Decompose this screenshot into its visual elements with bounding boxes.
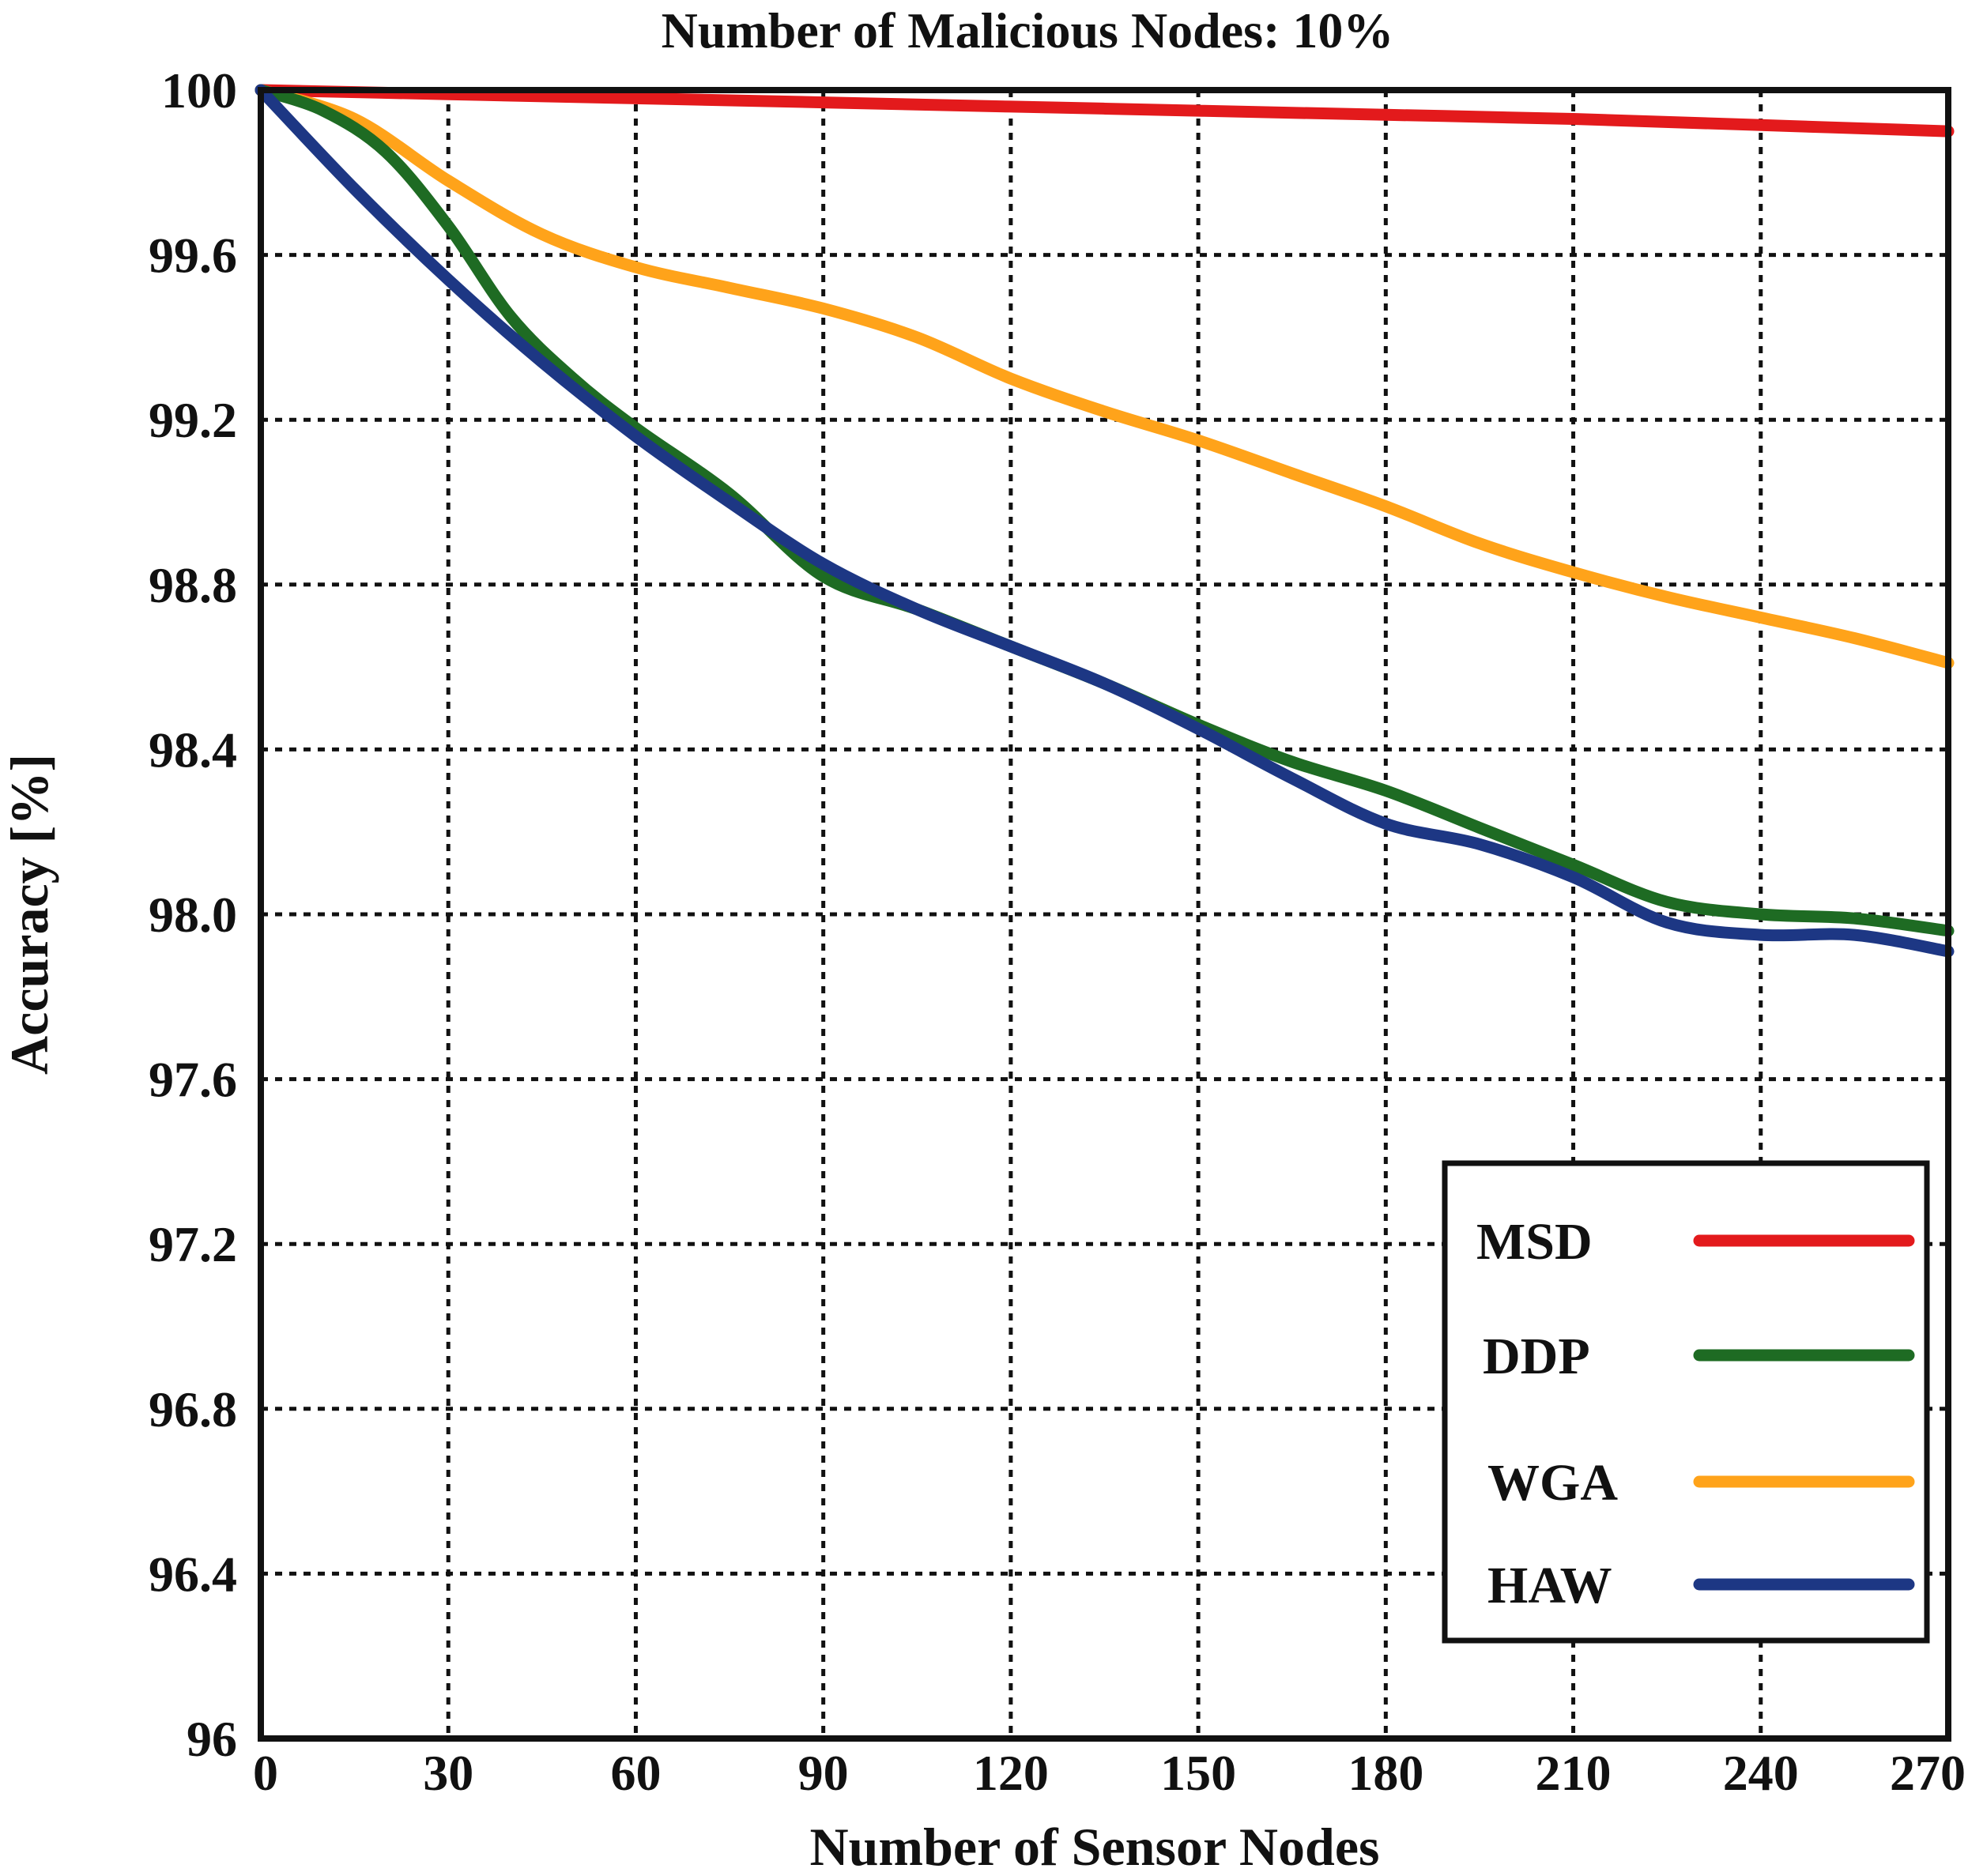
legend-label-wga: WGA xyxy=(1487,1454,1618,1512)
chart-title: Number of Malicious Nodes: 10% xyxy=(662,2,1394,58)
x-tick-label: 30 xyxy=(423,1745,473,1801)
y-tick-label: 98.8 xyxy=(149,557,237,613)
y-tick-label: 97.2 xyxy=(149,1216,237,1272)
legend-label-msd: MSD xyxy=(1476,1213,1593,1271)
x-tick-label: 0 xyxy=(253,1745,278,1801)
x-tick-label: 150 xyxy=(1160,1745,1236,1801)
y-tick-label: 100 xyxy=(161,62,237,119)
y-tick-label: 96 xyxy=(187,1711,237,1767)
y-tick-label: 97.6 xyxy=(149,1052,237,1108)
x-axis-label: Number of Sensor Nodes xyxy=(810,1817,1380,1876)
x-tick-label: 180 xyxy=(1348,1745,1423,1801)
x-tick-label: 270 xyxy=(1890,1745,1966,1801)
x-tick-label: 240 xyxy=(1723,1745,1799,1801)
y-tick-label: 96.8 xyxy=(149,1381,237,1437)
legend-label-haw: HAW xyxy=(1487,1557,1612,1614)
legend-label-ddp: DDP xyxy=(1483,1328,1590,1385)
x-tick-label: 60 xyxy=(610,1745,661,1801)
y-tick-label: 98.4 xyxy=(149,721,237,778)
y-tick-label: 99.6 xyxy=(149,228,237,284)
x-tick-label: 210 xyxy=(1536,1745,1612,1801)
legend: MSD DDP WGA HAW xyxy=(1445,1163,1927,1641)
y-axis-label: Accuracy [%] xyxy=(0,754,59,1075)
y-tick-label: 98.0 xyxy=(149,887,237,943)
x-tick-label: 120 xyxy=(973,1745,1049,1801)
y-tick-label: 99.2 xyxy=(149,392,237,448)
x-tick-label: 90 xyxy=(798,1745,849,1801)
line-chart: Number of Malicious Nodes: 10% 96 96.4 96.… xyxy=(0,0,1968,1876)
y-tick-label: 96.4 xyxy=(149,1546,237,1602)
